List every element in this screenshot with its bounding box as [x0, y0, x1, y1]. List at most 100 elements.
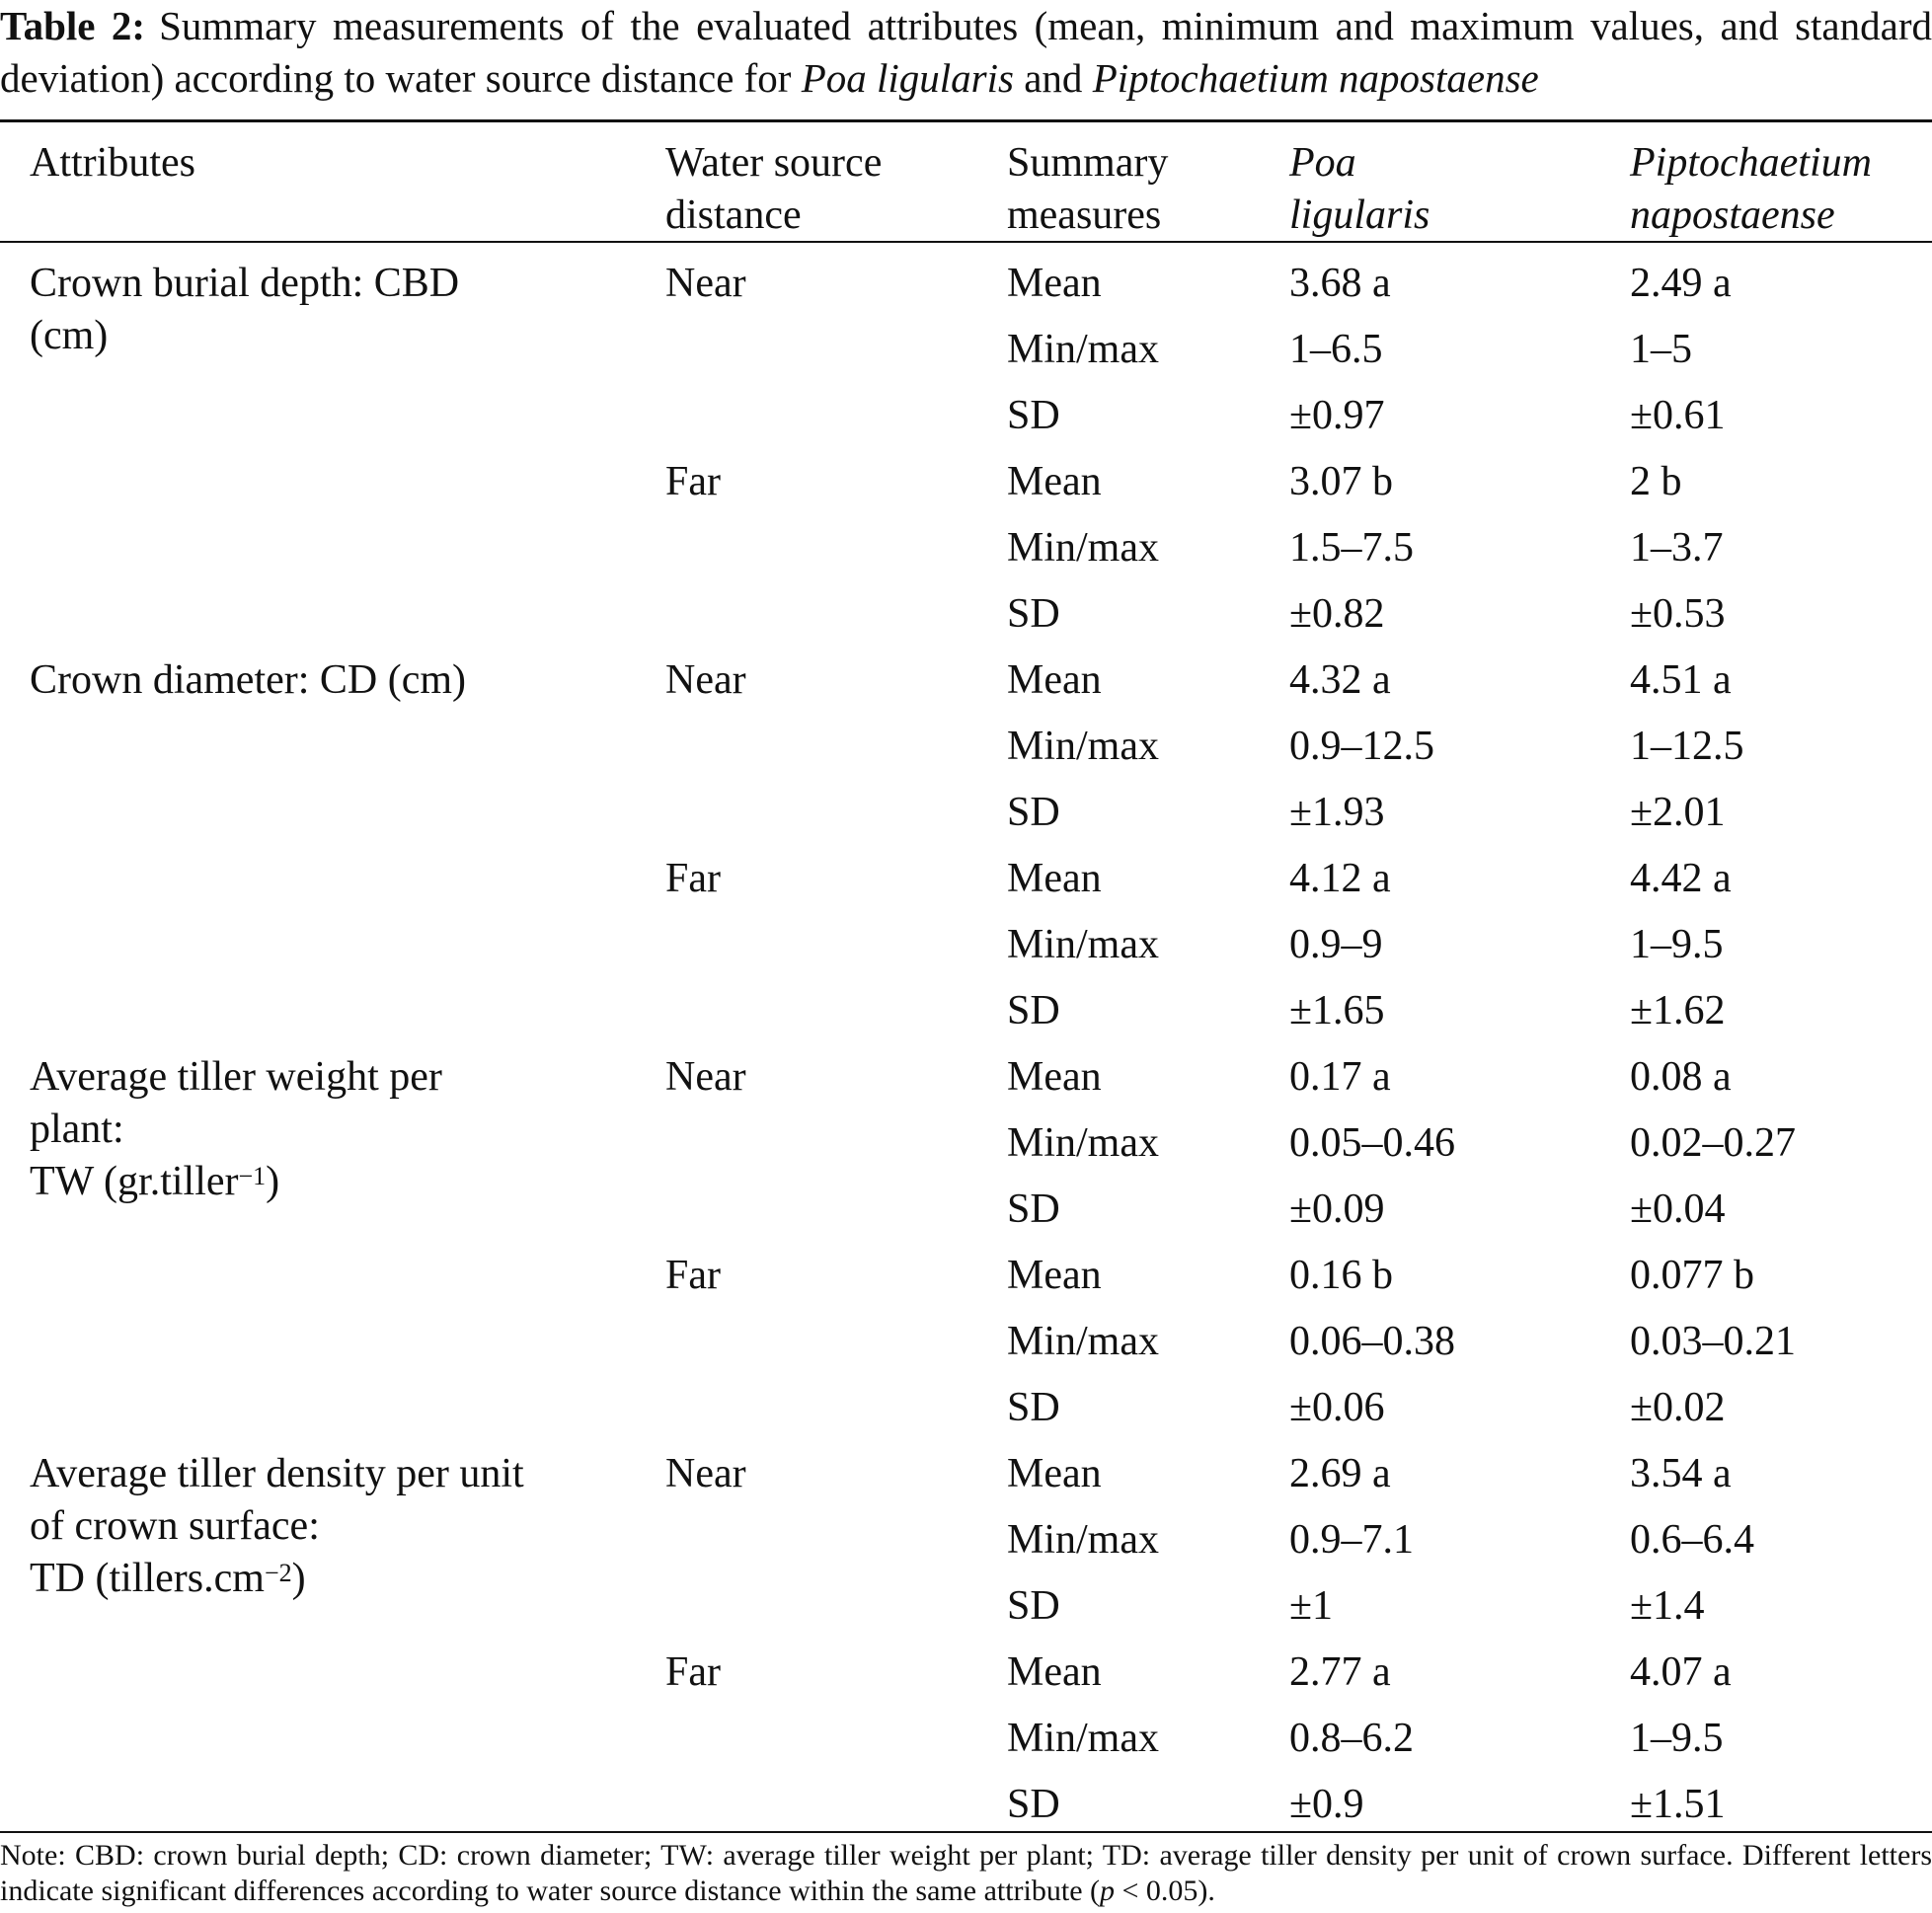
cell-pip: 2 b [1630, 459, 1682, 504]
cell-measure: Min/max [1007, 525, 1159, 571]
cell-pip: 4.42 a [1630, 856, 1732, 901]
cell-measure: Min/max [1007, 724, 1159, 769]
cell-pip: ±0.61 [1630, 393, 1726, 438]
cell-measure: Min/max [1007, 1517, 1159, 1563]
cell-measure: SD [1007, 790, 1060, 835]
header-measures-line2: measures [1007, 192, 1162, 238]
note-p: p [1100, 1875, 1116, 1907]
cell-measure: SD [1007, 1385, 1060, 1430]
cell-measure: Mean [1007, 459, 1102, 504]
cell-measure: SD [1007, 1583, 1060, 1629]
attribute-cd: Crown diameter: CD (cm) [30, 654, 642, 707]
cell-pip: 0.6–6.4 [1630, 1517, 1754, 1563]
cell-pip: 4.07 a [1630, 1649, 1732, 1695]
cell-pip: ±1.4 [1630, 1583, 1705, 1629]
cell-poa: 0.05–0.46 [1289, 1120, 1455, 1166]
attribute-td: Average tiller density per unit of crown… [30, 1448, 642, 1605]
cell-pip: 1–9.5 [1630, 1716, 1724, 1761]
header-measures-line1: Summary [1007, 140, 1169, 186]
note-text-end: < 0.05). [1115, 1875, 1215, 1907]
cell-pip: 1–5 [1630, 327, 1692, 372]
cell-distance: Far [665, 1649, 721, 1695]
cell-poa: 0.9–7.1 [1289, 1517, 1414, 1563]
cell-pip: 4.51 a [1630, 657, 1732, 703]
cell-measure: Min/max [1007, 1319, 1159, 1364]
cell-measure: Min/max [1007, 1120, 1159, 1166]
cell-pip: 1–3.7 [1630, 525, 1724, 571]
cell-poa: 3.68 a [1289, 261, 1391, 306]
cell-pip: ±0.02 [1630, 1385, 1726, 1430]
cell-poa: ±0.97 [1289, 393, 1385, 438]
cell-measure: SD [1007, 1186, 1060, 1232]
attribute-tw-line2: plant: [30, 1107, 124, 1152]
note-text: Note: CBD: crown burial depth; CD: crown… [0, 1839, 1932, 1907]
cell-distance: Near [665, 261, 746, 306]
attribute-cbd: Crown burial depth: CBD (cm) [30, 258, 642, 362]
header-pip-line1: Piptochaetium [1630, 140, 1872, 186]
cell-pip: ±1.51 [1630, 1782, 1726, 1827]
cell-measure: Min/max [1007, 327, 1159, 372]
cell-poa: 0.16 b [1289, 1253, 1393, 1298]
cell-measure: Mean [1007, 1253, 1102, 1298]
header-rule [0, 241, 1932, 243]
attribute-td-line2: of crown surface: [30, 1503, 320, 1549]
attribute-tw-line3: TW (gr.tiller−1) [30, 1159, 280, 1204]
caption-and: and [1013, 55, 1093, 101]
table-caption: Table 2: Summary measurements of the eval… [0, 0, 1932, 105]
cell-measure: Min/max [1007, 1716, 1159, 1761]
cell-poa: ±1.65 [1289, 988, 1385, 1033]
attribute-td-line3: TD (tillers.cm−2) [30, 1556, 306, 1601]
attribute-cd-line1: Crown diameter: CD (cm) [30, 657, 467, 703]
bottom-rule [0, 1831, 1932, 1833]
attribute-tw-line1: Average tiller weight per [30, 1054, 442, 1100]
tw-exponent: −1 [238, 1162, 267, 1190]
cell-distance: Near [665, 657, 746, 703]
cell-poa: 0.8–6.2 [1289, 1716, 1414, 1761]
cell-poa: 0.9–9 [1289, 922, 1383, 967]
attribute-tw: Average tiller weight per plant: TW (gr.… [30, 1051, 642, 1208]
top-rule [0, 119, 1932, 122]
cell-measure: SD [1007, 988, 1060, 1033]
cell-measure: SD [1007, 591, 1060, 637]
cell-poa: ±0.9 [1289, 1782, 1364, 1827]
cell-pip: 0.02–0.27 [1630, 1120, 1796, 1166]
cell-poa: 4.12 a [1289, 856, 1391, 901]
table-label: Table 2: [0, 3, 146, 48]
cell-poa: ±0.09 [1289, 1186, 1385, 1232]
header-distance-line2: distance [665, 192, 802, 238]
cell-pip: ±1.62 [1630, 988, 1726, 1033]
table-note: Note: CBD: crown burial depth; CD: crown… [0, 1838, 1932, 1909]
cell-pip: ±0.53 [1630, 591, 1726, 637]
cell-pip: 0.08 a [1630, 1054, 1732, 1100]
cell-poa: 3.07 b [1289, 459, 1393, 504]
cell-measure: Mean [1007, 1649, 1102, 1695]
cell-measure: SD [1007, 1782, 1060, 1827]
cell-pip: ±2.01 [1630, 790, 1726, 835]
caption-species-1: Poa ligularis [801, 55, 1014, 101]
cell-distance: Far [665, 1253, 721, 1298]
cell-measure: Mean [1007, 261, 1102, 306]
header-attributes: Attributes [30, 140, 195, 186]
caption-text: Summary measurements of the evaluated at… [0, 3, 1932, 101]
cell-poa: ±0.06 [1289, 1385, 1385, 1430]
td-exponent: −2 [264, 1559, 292, 1587]
cell-poa: 1.5–7.5 [1289, 525, 1414, 571]
header-distance-line1: Water source [665, 140, 883, 186]
cell-distance: Near [665, 1451, 746, 1496]
cell-distance: Far [665, 459, 721, 504]
cell-poa: 0.9–12.5 [1289, 724, 1434, 769]
cell-measure: Mean [1007, 1054, 1102, 1100]
attribute-cbd-line1: Crown burial depth: CBD [30, 261, 460, 306]
cell-poa: ±1 [1289, 1583, 1334, 1629]
cell-measure: Mean [1007, 1451, 1102, 1496]
cell-poa: ±0.82 [1289, 591, 1385, 637]
cell-poa: ±1.93 [1289, 790, 1385, 835]
cell-poa: 4.32 a [1289, 657, 1391, 703]
cell-poa: 2.77 a [1289, 1649, 1391, 1695]
cell-pip: 3.54 a [1630, 1451, 1732, 1496]
header-poa-line1: Poa [1289, 140, 1356, 186]
caption-species-2: Piptochaetium napostaense [1092, 55, 1539, 101]
cell-measure: SD [1007, 393, 1060, 438]
cell-poa: 0.17 a [1289, 1054, 1391, 1100]
cell-distance: Near [665, 1054, 746, 1100]
